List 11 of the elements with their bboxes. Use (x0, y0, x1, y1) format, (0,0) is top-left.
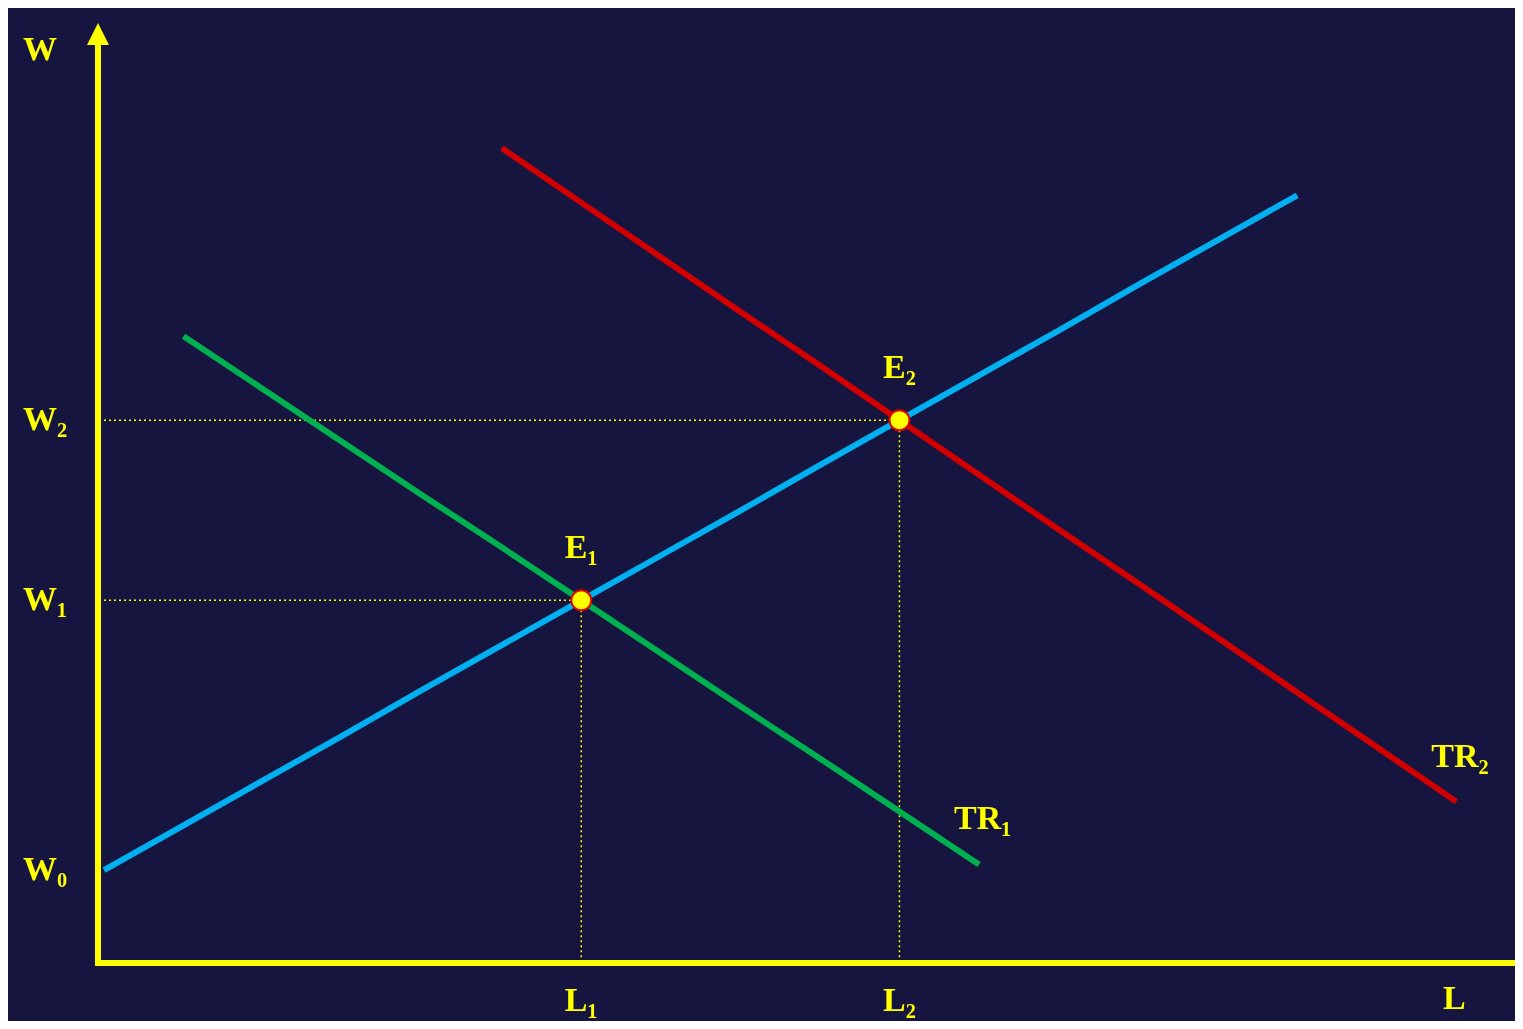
annotation: E₂ (883, 348, 916, 386)
ref-line-label: W₂ (23, 400, 68, 438)
ref-line-label: W₁ (23, 580, 68, 618)
y-axis-title: W (23, 30, 57, 67)
x-tick-label: L₂ (883, 981, 916, 1018)
x-axis-title: L (1443, 979, 1466, 1016)
text: W₀ (23, 850, 68, 888)
x-tick-label: L₁ (564, 981, 598, 1018)
series-label: TR₁ (954, 799, 1012, 837)
series-label: TR₂ (1431, 736, 1489, 774)
annotation: E₁ (564, 528, 598, 566)
